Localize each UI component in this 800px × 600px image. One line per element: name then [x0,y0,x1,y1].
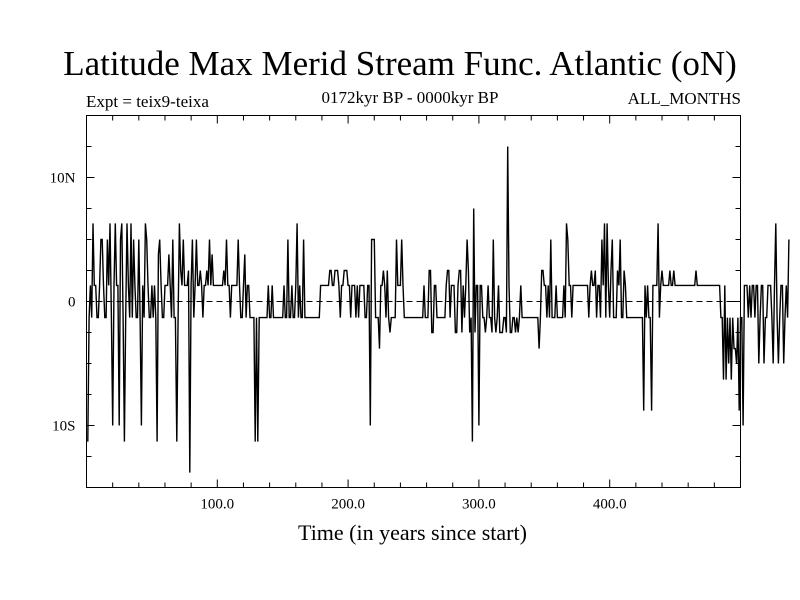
experiment-label: Expt = teix9-teixa [86,92,209,111]
x-axis-label: Time (in years since start) [298,520,527,545]
x-tick-label: 300.0 [462,497,496,513]
chart-title: Latitude Max Merid Stream Func. Atlantic… [63,44,737,83]
chart-subtitle: 0172kyr BP - 0000kyr BP [321,88,499,107]
axis-ticks: 100.0 200.0 300.0 400.0 10N 0 10S [50,115,741,513]
months-label: ALL_MONTHS [627,89,741,108]
x-tick-label: 400.0 [593,497,627,513]
y-tick-label: 10N [50,171,76,187]
x-tick-label: 100.0 [200,497,234,513]
series-line [87,146,790,473]
x-tick-label: 200.0 [331,497,365,513]
y-tick-label: 0 [68,295,76,311]
y-tick-label: 10S [52,419,75,435]
